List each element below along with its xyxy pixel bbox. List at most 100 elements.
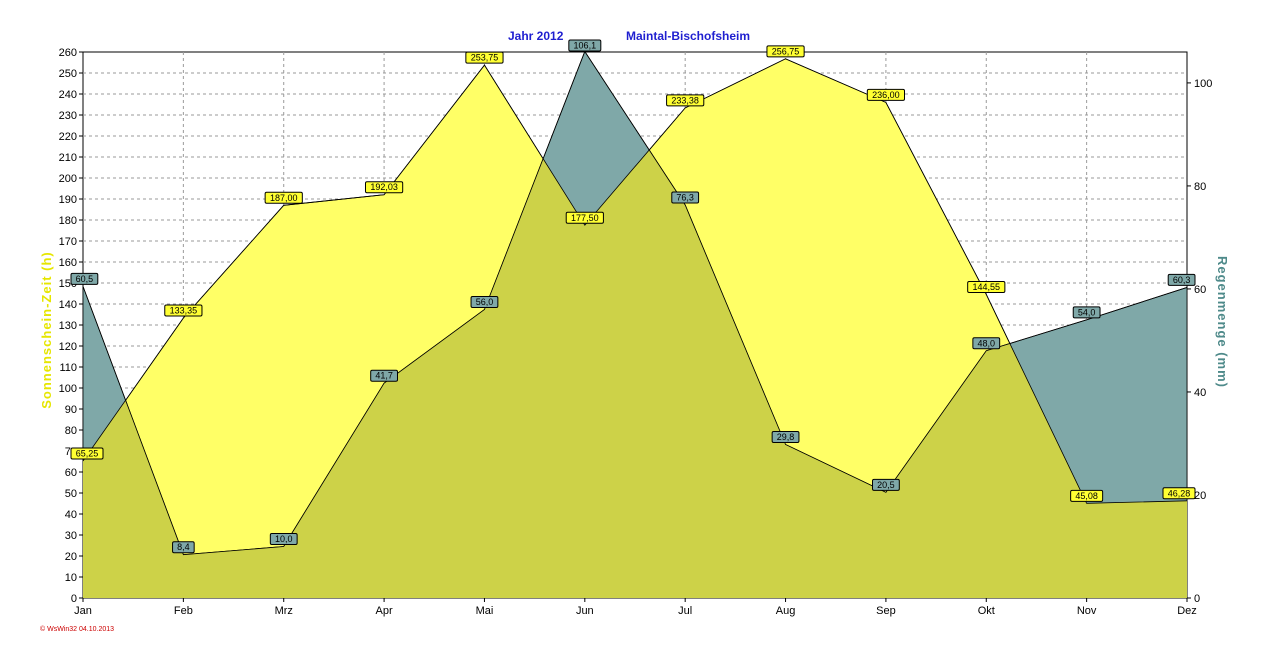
data-label-box: [568, 39, 602, 52]
y-axis-title-right: Regenmenge (mm): [1215, 256, 1230, 388]
data-label-rain: 10,0: [269, 532, 298, 545]
y-left-tick-label: 30: [65, 530, 77, 542]
data-label-rain: 56,0: [470, 296, 499, 309]
data-label-box: [666, 94, 705, 107]
chart-title-location: Maintal-Bischofsheim: [626, 29, 750, 43]
y-right-tick-label: 100: [1194, 78, 1212, 90]
data-label-box: [70, 447, 104, 460]
data-label-text: 65,25: [76, 448, 99, 458]
data-label-rain: 54,0: [1072, 306, 1101, 319]
data-label-box: [967, 280, 1006, 293]
data-label-sunshine: 233,38: [666, 94, 705, 107]
y-left-tick-label: 10: [65, 572, 77, 584]
data-label-box: [1162, 487, 1196, 500]
data-label-text: 233,38: [671, 95, 699, 105]
x-tick-label: Feb: [174, 605, 193, 617]
y-left-tick-label: 120: [59, 341, 77, 353]
x-tick-label: Apr: [376, 605, 393, 617]
y-right-tick-label: 40: [1194, 387, 1206, 399]
footer-text: © WsWin32 04.10.2013: [40, 625, 114, 633]
chart-title-year: Jahr 2012: [508, 29, 564, 43]
y-left-tick-label: 110: [59, 362, 77, 374]
y-right-tick-label: 60: [1194, 284, 1206, 296]
data-label-box: [364, 181, 404, 194]
data-label-text: 54,0: [1078, 307, 1096, 317]
data-label-text: 256,75: [772, 46, 800, 56]
x-tick-label: Dez: [1177, 605, 1197, 617]
x-tick-label: Sep: [876, 605, 896, 617]
data-label-text: 76,3: [676, 192, 694, 202]
y-left-tick-label: 180: [59, 215, 77, 227]
data-label-box: [269, 532, 298, 545]
data-label-sunshine: 144,55: [967, 280, 1006, 293]
data-label-text: 60,3: [1173, 275, 1191, 285]
data-label-text: 60,5: [76, 274, 94, 284]
data-label-box: [370, 369, 398, 382]
data-label-text: 20,5: [877, 480, 895, 490]
x-tick-label: Aug: [776, 605, 796, 617]
data-label-sunshine: 65,25: [70, 447, 104, 460]
data-label-sunshine: 177,50: [565, 211, 604, 224]
data-label-box: [565, 211, 604, 224]
data-label-text: 56,0: [476, 297, 494, 307]
data-label-sunshine: 253,75: [465, 51, 504, 64]
x-tick-label: Okt: [978, 605, 995, 617]
x-tick-label: Mrz: [275, 605, 293, 617]
y-left-tick-label: 140: [59, 299, 77, 311]
x-tick-label: Jul: [678, 605, 692, 617]
y-left-tick-label: 170: [59, 236, 77, 248]
data-label-sunshine: 187,00: [264, 191, 303, 204]
data-label-text: 48,0: [978, 338, 996, 348]
y-left-tick-label: 160: [59, 257, 77, 269]
data-label-rain: 8,4: [172, 541, 195, 554]
data-label-rain: 60,5: [70, 272, 99, 285]
data-label-text: 29,8: [777, 432, 795, 442]
y-left-tick-label: 130: [59, 320, 77, 332]
y-left-tick-label: 20: [65, 551, 77, 563]
data-label-box: [866, 88, 906, 101]
data-label-text: 41,7: [375, 371, 393, 381]
y-right-tick-label: 20: [1194, 490, 1206, 502]
data-label-text: 45,08: [1075, 491, 1098, 501]
data-label-rain: 106,1: [568, 39, 602, 52]
data-label-box: [766, 45, 805, 58]
data-label-text: 8,4: [177, 542, 190, 552]
data-label-text: 236,00: [872, 90, 900, 100]
data-label-sunshine: 236,00: [866, 88, 906, 101]
y-left-tick-label: 260: [59, 47, 77, 59]
data-label-text: 106,1: [574, 41, 597, 51]
data-label-text: 177,50: [571, 213, 599, 223]
data-label-rain: 48,0: [972, 337, 1001, 350]
data-label-text: 144,55: [973, 282, 1001, 292]
series-line-sunshine: [83, 58, 1187, 504]
data-label-box: [264, 191, 303, 204]
series-line-rain: [83, 52, 1187, 556]
x-tick-label: Mai: [476, 605, 494, 617]
data-label-box: [465, 51, 504, 64]
data-label-text: 46,28: [1168, 488, 1191, 498]
data-label-sunshine: 45,08: [1070, 489, 1104, 502]
y-right-tick-label: 0: [1194, 593, 1200, 605]
y-left-tick-label: 60: [65, 467, 77, 479]
data-label-box: [671, 191, 700, 204]
data-label-sunshine: 133,35: [164, 304, 203, 317]
y-left-tick-label: 80: [65, 425, 77, 437]
data-label-text: 133,35: [170, 305, 198, 315]
y-left-tick-label: 50: [65, 488, 77, 500]
y-left-tick-label: 200: [59, 173, 77, 185]
data-label-sunshine: 256,75: [766, 45, 805, 58]
y-left-tick-label: 250: [59, 68, 77, 80]
y-left-tick-label: 90: [65, 404, 77, 416]
data-label-box: [70, 272, 99, 285]
data-label-box: [1070, 489, 1104, 502]
y-left-tick-label: 220: [59, 131, 77, 143]
y-left-tick-label: 210: [59, 152, 77, 164]
data-label-rain: 60,3: [1167, 273, 1196, 286]
series-area-overlap: [83, 58, 1187, 598]
data-label-box: [164, 304, 203, 317]
y-left-tick-label: 0: [71, 593, 77, 605]
series-areas: [83, 52, 1187, 598]
x-tick-label: Jan: [74, 605, 92, 617]
x-tick-label: Nov: [1077, 605, 1097, 617]
data-label-box: [872, 478, 900, 491]
